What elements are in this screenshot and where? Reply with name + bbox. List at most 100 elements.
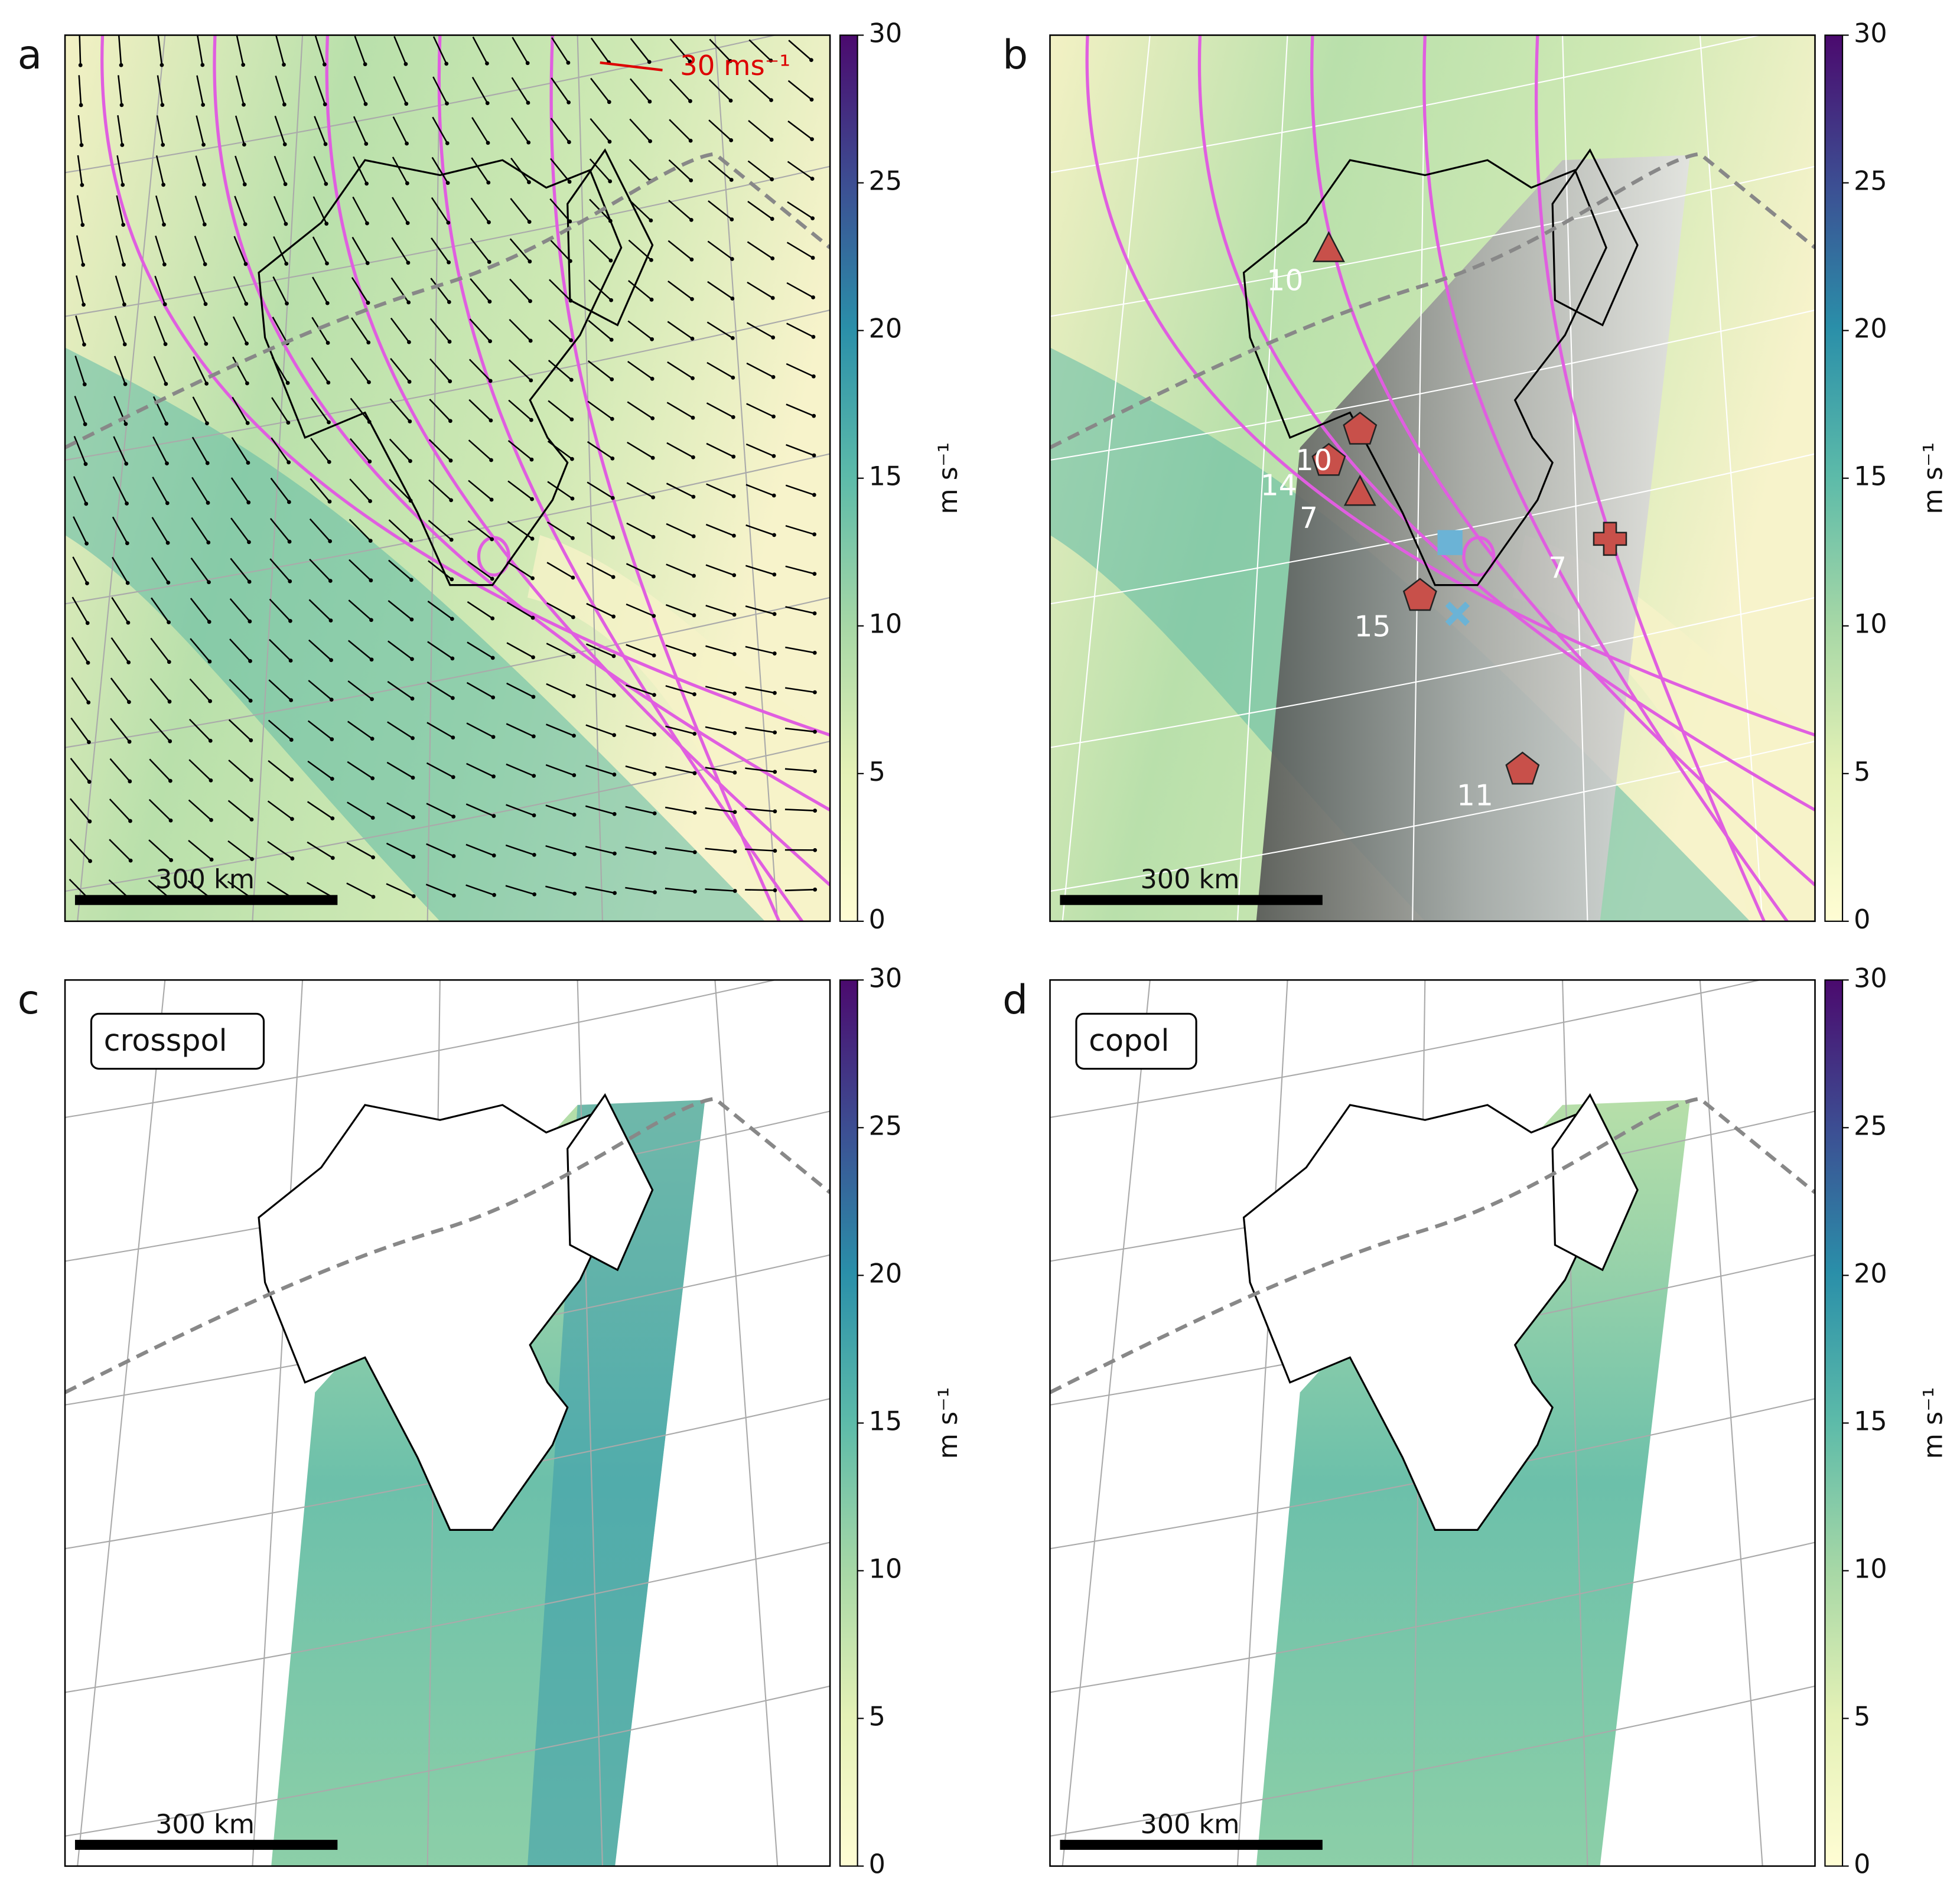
wind-arrow: [273, 195, 287, 224]
wind-arrow-head: [122, 342, 127, 347]
wind-arrow: [347, 640, 372, 660]
map: [65, 980, 831, 1866]
panel-label: d: [1002, 976, 1028, 1023]
coastline: [1551, 148, 1639, 327]
wind-arrow: [549, 158, 571, 182]
wind-arrow: [390, 358, 411, 383]
wind-arrow-head: [647, 99, 652, 104]
map-frame: [64, 34, 831, 923]
panel-label: c: [18, 976, 40, 1023]
wind-arrow: [706, 483, 734, 497]
wind-arrow-head: [283, 182, 288, 187]
colorbar-tick-label: 5: [1854, 757, 1870, 787]
wind-arrow-head: [82, 382, 87, 387]
colorbar-tick-label: 5: [869, 757, 885, 787]
wind-arrow: [116, 195, 124, 225]
wind-arrow-head: [612, 812, 617, 816]
wind-arrow: [588, 279, 612, 301]
wind-arrow: [585, 805, 615, 815]
wind-arrow: [267, 840, 293, 859]
wind-arrow: [465, 803, 494, 817]
wind-arrow-head: [368, 499, 372, 503]
wind-arrow: [109, 839, 132, 862]
wind-arrow: [269, 558, 291, 582]
wind-arrow: [393, 36, 407, 64]
wind-arrow-head: [487, 220, 491, 224]
wind-arrow-head: [770, 296, 775, 300]
wind-arrow-head: [369, 657, 374, 662]
wind-arrow: [786, 282, 814, 298]
low-center: [477, 536, 510, 577]
wind-arrow-head: [611, 575, 616, 579]
wind-arrow: [786, 444, 815, 457]
wind-arrow-head: [492, 892, 496, 897]
wind-arrow: [668, 281, 693, 300]
wind-arrow: [275, 35, 285, 65]
wind-arrow-head: [363, 102, 368, 106]
wind-arrow: [353, 156, 367, 184]
wind-arrow-head: [773, 888, 777, 892]
wind-arrow-head: [773, 730, 777, 735]
wind-arrow-head: [119, 103, 124, 107]
label-box: [1075, 1012, 1197, 1070]
wind-arrow-head: [365, 221, 369, 226]
wind-arrow-head: [771, 374, 776, 379]
wind-arrow-head: [327, 459, 331, 464]
wind-arrow: [155, 155, 164, 185]
wind-arrow-head: [324, 221, 329, 226]
wind-arrow: [625, 725, 655, 735]
wind-arrow-head: [80, 223, 85, 227]
wind-arrow: [155, 195, 165, 225]
wind-arrow: [745, 767, 775, 773]
wind-arrow: [748, 120, 772, 141]
wind-arrow: [74, 356, 86, 385]
wind-arrow-head: [248, 619, 252, 624]
wind-arrow-head: [490, 576, 494, 581]
wind-arrow: [76, 275, 84, 305]
wind-arrow: [388, 640, 413, 660]
wind-arrow-head: [647, 60, 652, 64]
wind-arrow-head: [651, 535, 656, 539]
wind-arrow: [709, 38, 731, 62]
wind-arrow: [194, 195, 206, 225]
wind-arrow-head: [532, 852, 536, 857]
graticule: [1050, 1685, 1815, 1837]
wind-arrow-head: [451, 854, 456, 858]
wind-arrow-head: [772, 651, 777, 656]
wind-arrow-head: [729, 138, 734, 142]
wind-arrow: [233, 236, 247, 265]
wind-arrow: [787, 201, 813, 219]
wind-arrow-head: [85, 621, 90, 625]
wind-arrow: [466, 762, 494, 777]
scale-bar: [74, 895, 338, 905]
wind-arrow-head: [609, 298, 613, 302]
colorbar-tick-label: 10: [1854, 610, 1887, 640]
wind-arrow: [73, 516, 87, 544]
wind-arrow: [426, 843, 454, 857]
wind-arrow-head: [612, 733, 617, 737]
wind-arrow-head: [82, 302, 86, 307]
wind-arrow: [708, 200, 732, 220]
wind-arrow-head: [128, 819, 132, 823]
wind-arrow: [785, 565, 815, 575]
graticule: [65, 309, 831, 461]
wind-arrow-head: [209, 818, 213, 822]
wind-arrow: [705, 564, 735, 576]
wind-arrow: [626, 522, 654, 538]
colorbar-tick-label: 0: [869, 905, 885, 935]
wind-arrow: [745, 726, 775, 734]
station-marker: [1311, 442, 1346, 476]
wind-arrow: [353, 116, 367, 145]
wind-arrow: [587, 360, 613, 380]
wind-arrow-head: [650, 416, 655, 421]
wind-arrow: [745, 565, 775, 575]
wind-arrow: [112, 476, 128, 504]
wind-arrow-head: [322, 62, 327, 67]
wind-arrow: [428, 439, 451, 461]
wind-arrow: [227, 840, 253, 860]
wind-arrow-head: [167, 660, 171, 664]
wind-arrow: [74, 396, 86, 425]
wind-arrow: [747, 200, 773, 220]
wind-arrow-head: [447, 340, 452, 344]
wind-arrow: [311, 357, 329, 383]
